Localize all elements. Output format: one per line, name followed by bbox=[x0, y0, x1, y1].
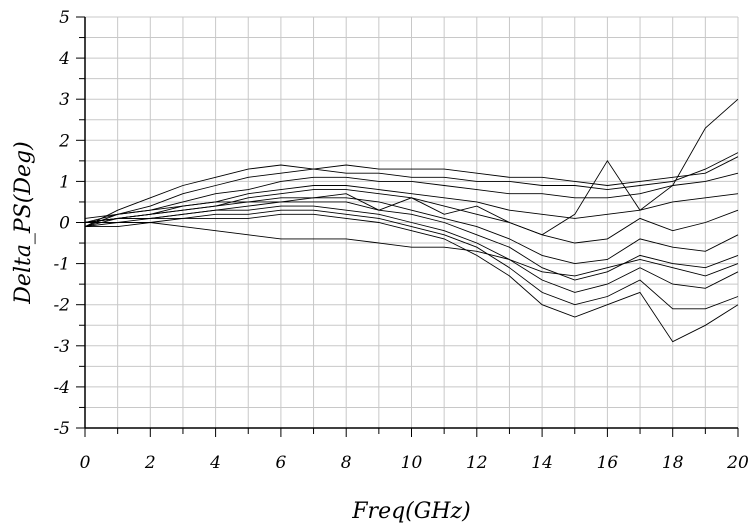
series-line-3 bbox=[84, 172, 739, 223]
x-tick-label: 6 bbox=[275, 453, 286, 473]
y-tick-label: 4 bbox=[58, 49, 70, 69]
series-line-1 bbox=[84, 156, 739, 228]
series-line-12 bbox=[84, 98, 739, 236]
grid bbox=[84, 16, 739, 429]
series-line-6 bbox=[84, 197, 739, 265]
y-tick-label: -1 bbox=[53, 255, 70, 275]
series-line-2 bbox=[84, 152, 739, 228]
x-axis-label: Freq(GHz) bbox=[351, 499, 470, 523]
series-group bbox=[84, 98, 739, 343]
x-tick-label: 8 bbox=[341, 453, 352, 473]
y-tick-label: 1 bbox=[59, 172, 70, 192]
x-tick-label: 0 bbox=[80, 453, 91, 473]
y-tick-label: -5 bbox=[53, 419, 70, 439]
series-line-11 bbox=[85, 222, 739, 277]
y-tick-label: -2 bbox=[53, 296, 70, 316]
y-tick-label: -4 bbox=[53, 378, 70, 398]
y-tick-label: 3 bbox=[59, 90, 70, 110]
x-tick-label: 2 bbox=[144, 453, 156, 473]
series-line-10 bbox=[85, 213, 739, 343]
x-tick-label: 18 bbox=[662, 453, 684, 473]
y-axis-label: Delta_PS(Deg) bbox=[11, 141, 36, 304]
series-line-8 bbox=[84, 205, 739, 293]
x-tick-label: 14 bbox=[531, 453, 553, 473]
y-tick-label: 0 bbox=[59, 214, 70, 234]
x-tick-label: 12 bbox=[466, 453, 488, 473]
y-tick-label: 5 bbox=[59, 8, 70, 28]
y-tick-label: -3 bbox=[53, 337, 70, 357]
x-tick-label: 4 bbox=[209, 453, 221, 473]
y-tick-label: 2 bbox=[58, 131, 70, 151]
x-tick-label: 10 bbox=[401, 453, 423, 473]
series-line-9 bbox=[84, 209, 739, 310]
axes bbox=[76, 16, 739, 437]
x-tick-label: 20 bbox=[726, 453, 749, 473]
x-tick-label: 16 bbox=[597, 453, 619, 473]
